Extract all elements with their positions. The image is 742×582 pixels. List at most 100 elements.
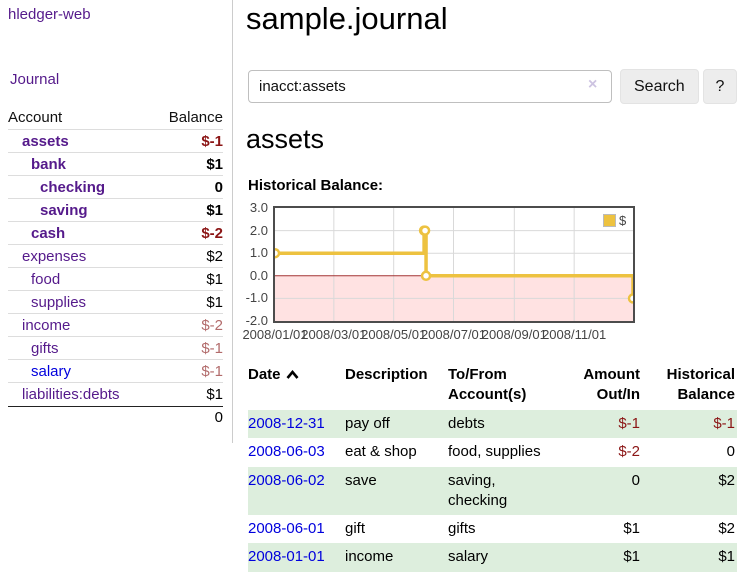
account-row: salary $-1 bbox=[8, 360, 223, 383]
transaction-accounts: salary bbox=[448, 548, 489, 566]
account-balance: $-2 bbox=[201, 224, 223, 242]
transaction-balance: $2 bbox=[718, 471, 735, 489]
y-axis-tick-label: -1.0 bbox=[245, 290, 268, 306]
transaction-balance: $-1 bbox=[713, 415, 735, 432]
transaction-date-link[interactable]: 2008-01-01 bbox=[248, 548, 325, 566]
header-balance[interactable]: Historical Balance bbox=[666, 366, 735, 403]
clear-search-icon[interactable]: × bbox=[588, 76, 598, 93]
transaction-balance: $1 bbox=[718, 548, 735, 566]
account-row: expenses $2 bbox=[8, 245, 223, 268]
y-axis-tick-label: 0.0 bbox=[249, 267, 268, 283]
header-description[interactable]: Description bbox=[345, 366, 428, 383]
account-link-salary[interactable]: salary bbox=[31, 362, 72, 380]
help-button[interactable]: ? bbox=[703, 69, 737, 104]
legend-label: $ bbox=[619, 213, 627, 228]
transaction-date-link[interactable]: 2008-06-01 bbox=[248, 520, 325, 537]
legend-swatch-icon bbox=[603, 214, 616, 227]
transaction-amount: $1 bbox=[623, 548, 640, 566]
account-row: bank $1 bbox=[8, 153, 223, 176]
grand-total-value: 0 bbox=[214, 409, 223, 426]
transaction-balance: 0 bbox=[726, 443, 735, 461]
y-axis-tick-label: -2.0 bbox=[245, 313, 268, 328]
account-balance: $1 bbox=[206, 293, 223, 311]
account-row: assets $-1 bbox=[8, 130, 223, 153]
transaction-description: gift bbox=[345, 520, 366, 537]
transaction-accounts: gifts bbox=[448, 520, 476, 537]
account-link-bank[interactable]: bank bbox=[31, 155, 67, 173]
account-link-checking[interactable]: checking bbox=[40, 178, 106, 196]
transaction-date-link[interactable]: 2008-06-02 bbox=[248, 471, 325, 489]
account-row: gifts $-1 bbox=[8, 337, 223, 360]
register-row: 2008-06-01 gift gifts $1 $2 bbox=[248, 515, 737, 543]
account-row: food $1 bbox=[8, 268, 223, 291]
account-balance: $-1 bbox=[201, 339, 223, 357]
account-balance: $1 bbox=[206, 155, 223, 173]
x-axis-tick-label: 2008/11/01 bbox=[542, 327, 607, 342]
header-amount[interactable]: Amount Out/In bbox=[583, 366, 640, 403]
chart-legend: $ bbox=[601, 212, 629, 229]
account-link-income[interactable]: income bbox=[22, 316, 71, 334]
account-row: liabilities:debts $1 bbox=[8, 383, 223, 406]
account-row: supplies $1 bbox=[8, 291, 223, 314]
balance-chart-canvas bbox=[275, 208, 633, 321]
y-axis-tick-label: 1.0 bbox=[249, 245, 268, 261]
accounts-panel: Account Balance assets $-1 bank $1 checking 0… bbox=[8, 105, 223, 428]
chart-heading: Historical Balance: bbox=[248, 177, 384, 194]
account-row: income $-2 bbox=[8, 314, 223, 337]
account-balance: $-1 bbox=[201, 362, 223, 380]
transaction-date-link[interactable]: 2008-06-03 bbox=[248, 443, 325, 461]
y-axis-tick-label: 2.0 bbox=[249, 222, 268, 238]
transaction-description: eat & shop bbox=[345, 443, 417, 461]
register-row: 2008-12-31 pay off debts $-1 $-1 bbox=[248, 410, 737, 439]
transaction-description: save bbox=[345, 471, 377, 489]
search-input[interactable] bbox=[248, 70, 612, 103]
transaction-accounts: food, supplies bbox=[448, 443, 541, 461]
account-link-supplies[interactable]: supplies bbox=[31, 293, 87, 311]
transaction-description: income bbox=[345, 548, 394, 566]
transaction-amount: 0 bbox=[631, 471, 640, 489]
transaction-balance: $2 bbox=[718, 520, 735, 537]
balance-chart bbox=[273, 206, 635, 323]
y-axis-tick-label: 3.0 bbox=[249, 200, 268, 215]
sort-ascending-icon bbox=[286, 369, 299, 379]
account-balance: $-2 bbox=[201, 316, 223, 334]
header-accounts[interactable]: To/From Account(s) bbox=[448, 366, 527, 403]
account-heading: assets bbox=[246, 124, 325, 154]
account-link-gifts[interactable]: gifts bbox=[31, 339, 59, 357]
account-link-food[interactable]: food bbox=[31, 270, 61, 288]
account-balance: $2 bbox=[206, 247, 223, 265]
page-title: sample.journal bbox=[246, 1, 448, 36]
account-link-assets[interactable]: assets bbox=[22, 132, 69, 150]
x-axis-tick-label: 2008/05/01 bbox=[361, 327, 427, 342]
account-balance: $1 bbox=[206, 270, 223, 288]
accounts-table-header: Account Balance bbox=[8, 105, 223, 130]
transaction-accounts: debts bbox=[448, 415, 485, 432]
register-row: 2008-06-03 eat & shop food, supplies $-2 0 bbox=[248, 438, 737, 466]
account-balance: $-1 bbox=[201, 132, 223, 150]
transaction-date-link[interactable]: 2008-12-31 bbox=[248, 415, 325, 432]
sidebar-item-journal[interactable]: Journal bbox=[10, 71, 60, 88]
account-link-saving[interactable]: saving bbox=[40, 201, 88, 219]
account-link-liabilities:debts[interactable]: liabilities:debts bbox=[22, 386, 120, 403]
accounts-list: assets $-1 bank $1 checking 0 saving $1 cash $-2 e… bbox=[8, 130, 223, 406]
register-header-row: Date Description To/From Account(s) Amou… bbox=[248, 363, 737, 410]
transaction-accounts: saving, checking bbox=[448, 471, 508, 509]
account-link-cash[interactable]: cash bbox=[31, 224, 66, 242]
search-button[interactable]: Search bbox=[620, 69, 699, 104]
transaction-description: pay off bbox=[345, 415, 390, 432]
account-column-header: Account bbox=[8, 108, 63, 126]
account-balance: $1 bbox=[206, 386, 223, 403]
brand-link[interactable]: hledger-web bbox=[8, 6, 91, 23]
x-axis-tick-label: 2008/01/01 bbox=[242, 327, 308, 342]
register-row: 2008-01-01 income salary $1 $1 bbox=[248, 543, 737, 572]
account-link-expenses[interactable]: expenses bbox=[22, 247, 87, 265]
x-axis-tick-label: 2008/09/01 bbox=[481, 327, 547, 342]
x-axis-tick-label: 2008/03/01 bbox=[301, 327, 367, 342]
balance-column-header: Balance bbox=[168, 108, 223, 126]
account-row: checking 0 bbox=[8, 176, 223, 199]
header-date[interactable]: Date bbox=[248, 363, 345, 410]
sidebar: hledger-web Journal Account Balance asse… bbox=[0, 0, 233, 443]
account-balance: $1 bbox=[206, 201, 223, 219]
register-table: Date Description To/From Account(s) Amou… bbox=[248, 363, 737, 572]
